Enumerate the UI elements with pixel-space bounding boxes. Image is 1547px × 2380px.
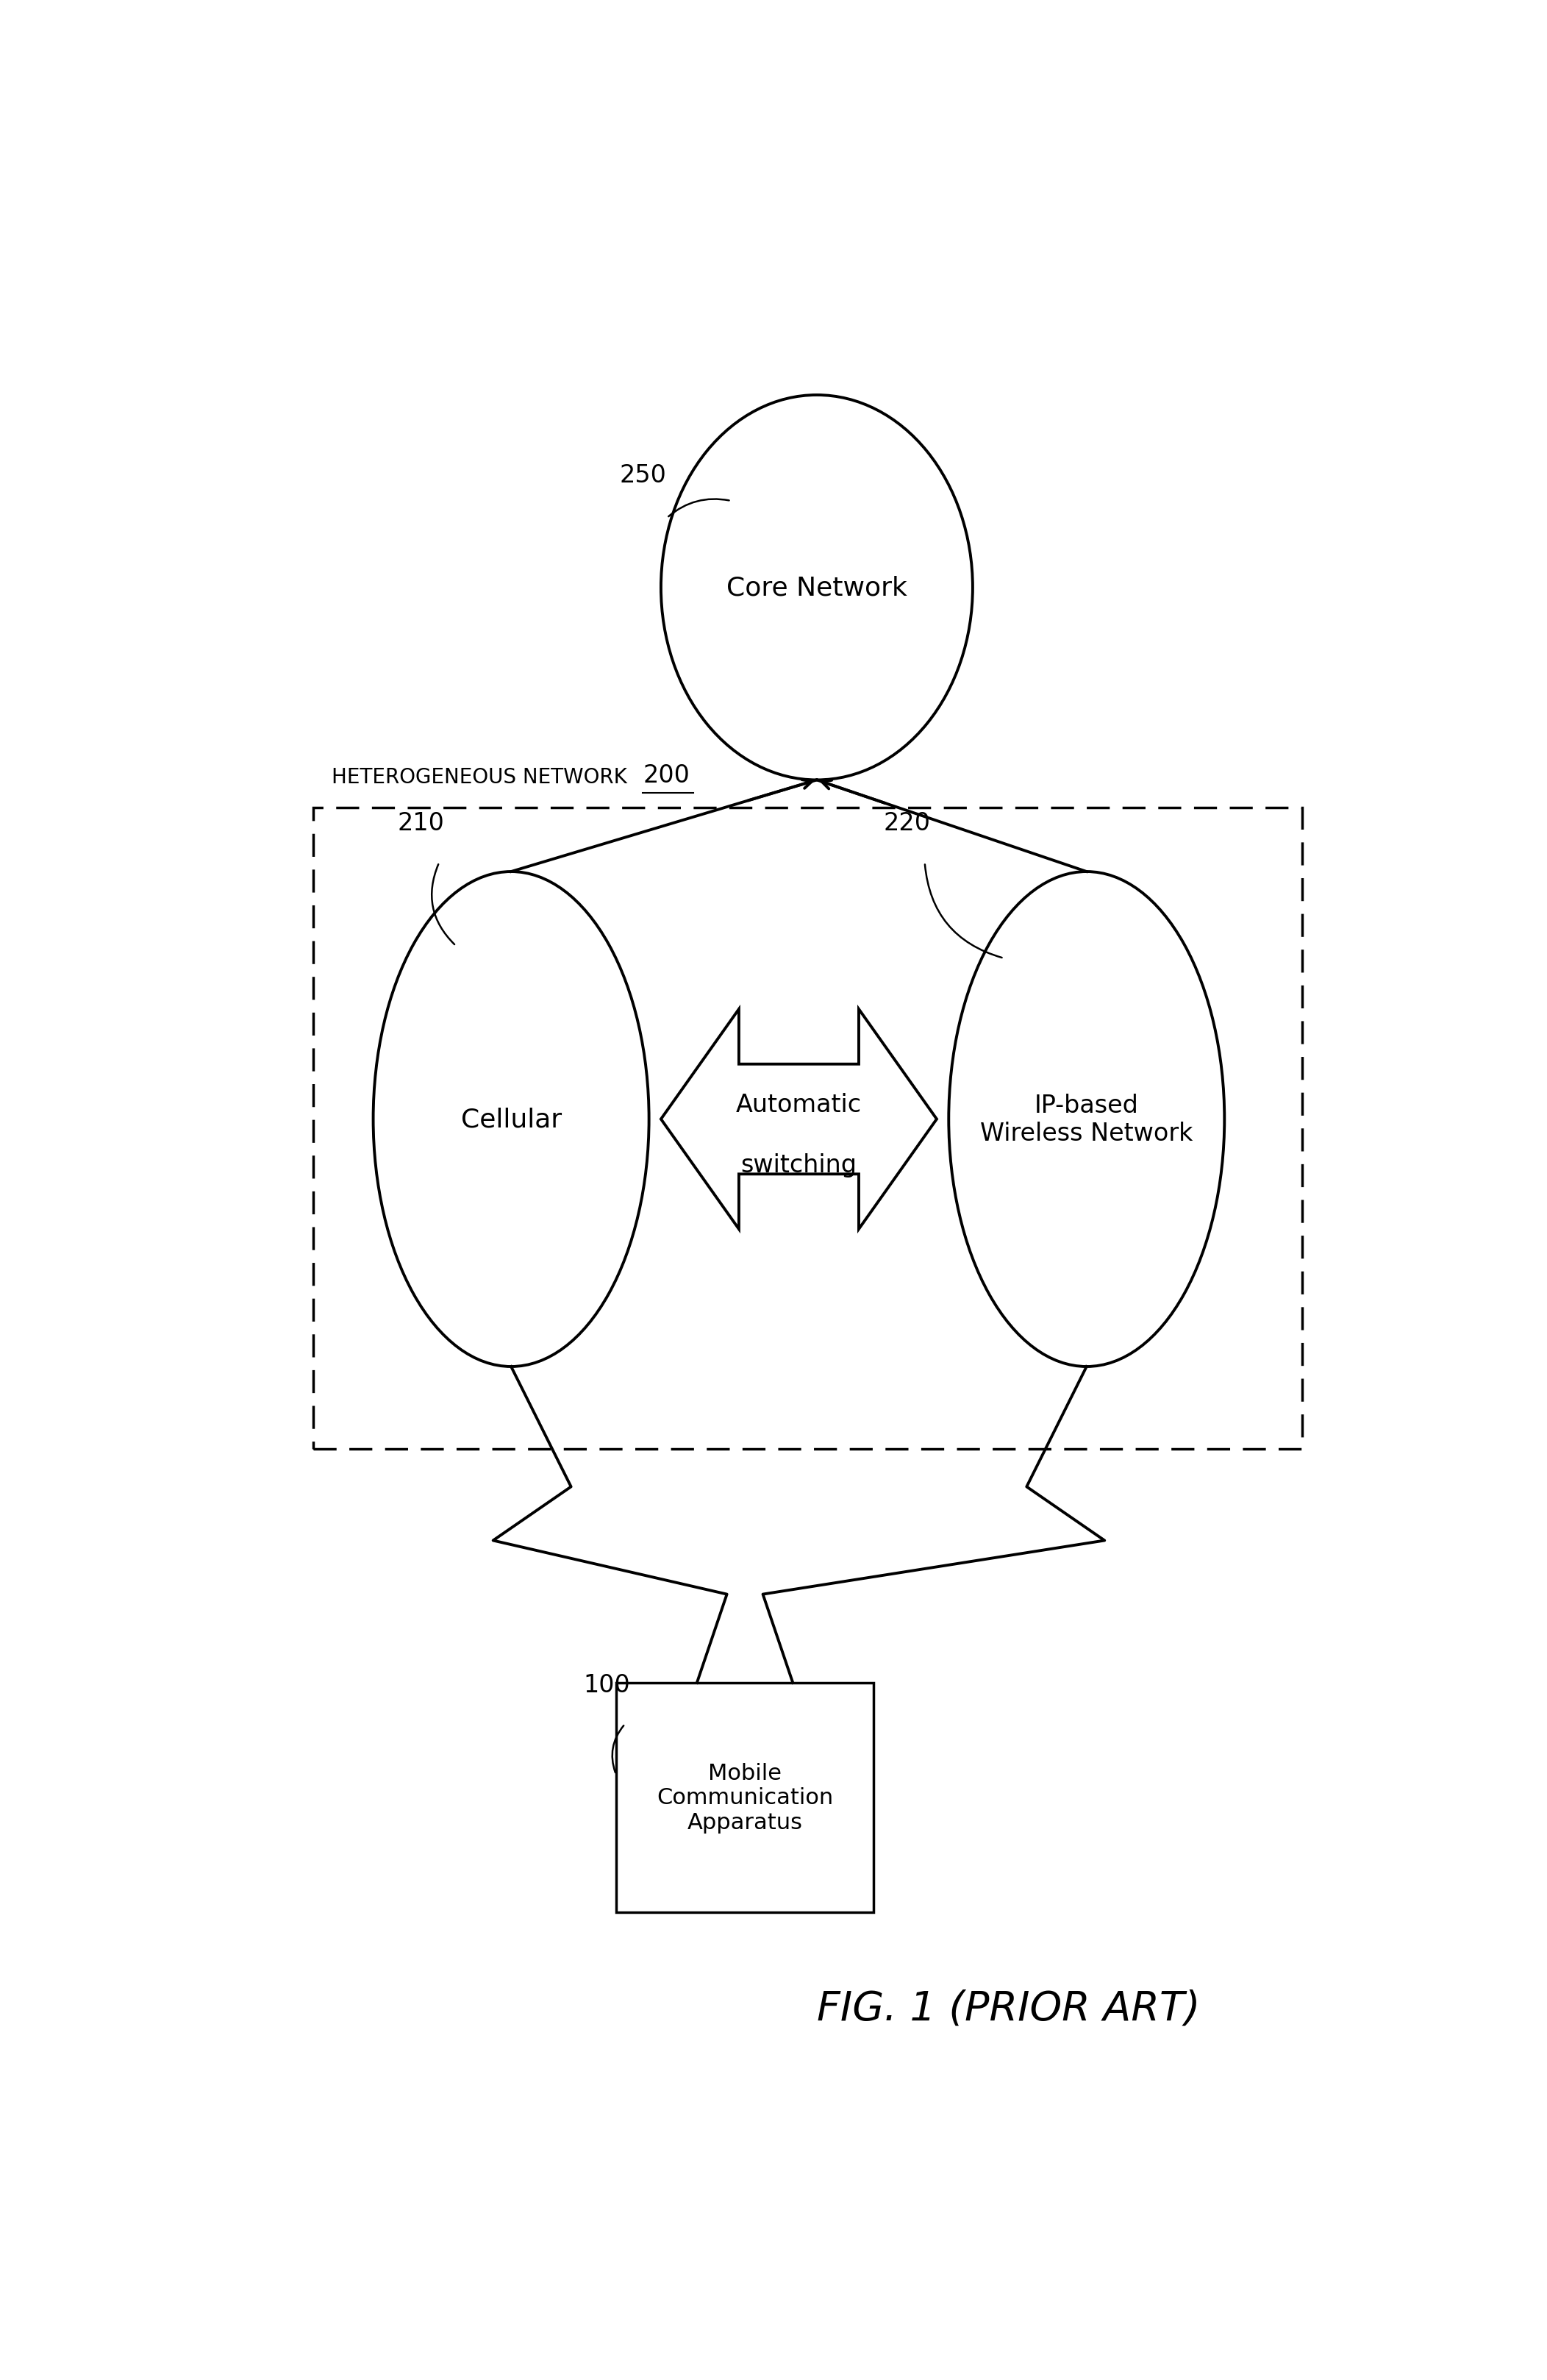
Text: Cellular: Cellular <box>461 1107 562 1133</box>
Text: Automatic: Automatic <box>736 1092 862 1116</box>
Text: Mobile
Communication
Apparatus: Mobile Communication Apparatus <box>656 1761 834 1833</box>
Text: HETEROGENEOUS NETWORK: HETEROGENEOUS NETWORK <box>331 766 627 788</box>
Text: 210: 210 <box>398 812 444 835</box>
Text: 200: 200 <box>644 764 690 788</box>
Text: IP-based
Wireless Network: IP-based Wireless Network <box>981 1092 1193 1145</box>
Text: FIG. 1 (PRIOR ART): FIG. 1 (PRIOR ART) <box>817 1990 1200 2028</box>
Text: switching: switching <box>741 1154 857 1178</box>
Bar <box>312 807 1303 1449</box>
Text: 220: 220 <box>883 812 930 835</box>
Text: Core Network: Core Network <box>727 576 907 600</box>
Text: 250: 250 <box>619 464 667 488</box>
Text: 100: 100 <box>583 1673 631 1697</box>
Bar <box>616 1683 874 1911</box>
